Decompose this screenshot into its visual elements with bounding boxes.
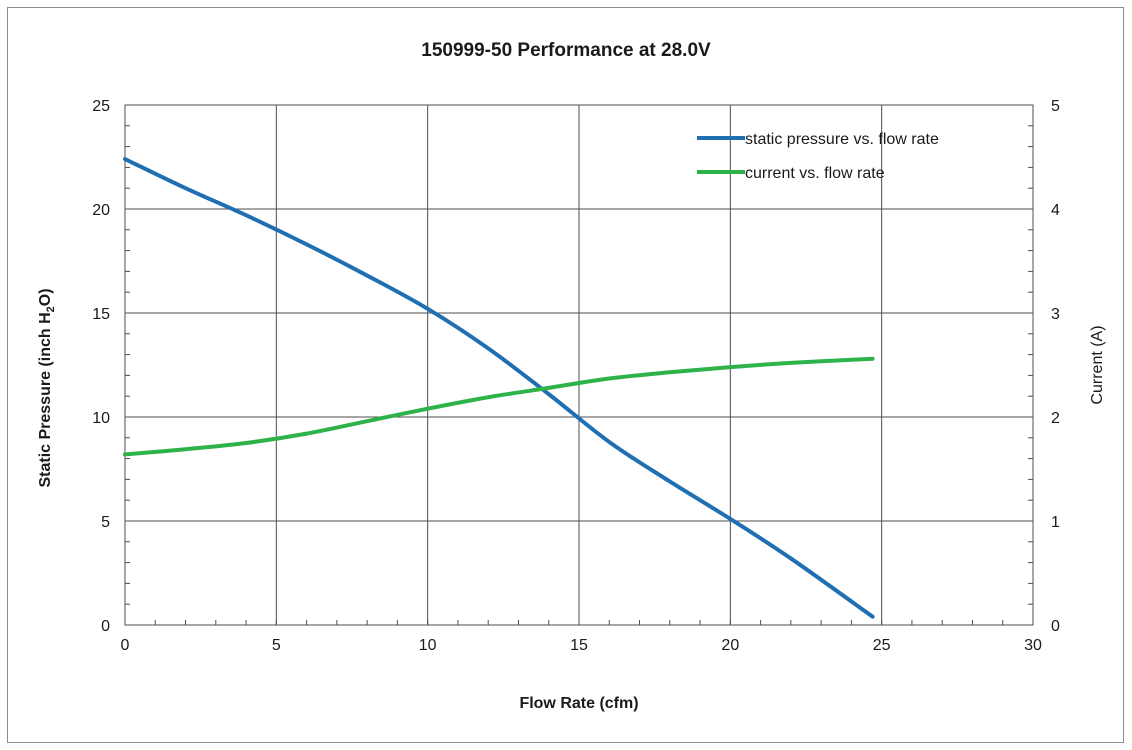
y2-axis-ticks: 0 1 2 3 4 5 <box>1051 98 1060 635</box>
x-tick-label: 20 <box>721 637 739 654</box>
chart-title: 150999-50 Performance at 28.0V <box>421 40 711 61</box>
y-axis-label-main: Static Pressure (inch H <box>37 312 54 487</box>
y2-tick-label: 5 <box>1051 98 1060 115</box>
y-axis-label-subscript: 2 <box>45 306 57 312</box>
y-tick-label: 0 <box>101 618 110 635</box>
legend-label: static pressure vs. flow rate <box>745 131 939 148</box>
y-axis-label-end: O) <box>37 288 54 306</box>
y2-tick-label: 2 <box>1051 410 1060 427</box>
grid-lines <box>125 105 1033 625</box>
legend: static pressure vs. flow rate current vs.… <box>697 131 939 182</box>
x-tick-label: 25 <box>873 637 891 654</box>
x-tick-label: 15 <box>570 637 588 654</box>
y2-tick-label: 3 <box>1051 306 1060 323</box>
x-tick-label: 5 <box>272 637 281 654</box>
chart-frame <box>7 7 1124 743</box>
series-layer <box>123 157 875 619</box>
x-axis-ticks: 0 5 10 15 20 25 30 <box>121 637 1042 654</box>
x-tick-label: 10 <box>419 637 437 654</box>
series-line-current <box>123 356 875 457</box>
y-tick-label: 15 <box>92 306 110 323</box>
x-tick-label: 30 <box>1024 637 1042 654</box>
y-axis-ticks: 0 5 10 15 20 25 <box>92 98 110 635</box>
y-axis-label: Static Pressure (inch H2O) <box>37 288 57 487</box>
x-axis-label: Flow Rate (cfm) <box>519 695 638 712</box>
y2-tick-label: 1 <box>1051 514 1060 531</box>
y2-axis-label: Current (A) <box>1089 325 1106 404</box>
y-tick-label: 5 <box>101 514 110 531</box>
y2-tick-label: 0 <box>1051 618 1060 635</box>
minor-ticks <box>124 104 1034 626</box>
y-tick-label: 25 <box>92 98 110 115</box>
legend-label: current vs. flow rate <box>745 165 885 182</box>
y-tick-label: 10 <box>92 410 110 427</box>
series-line-static-pressure <box>123 157 875 619</box>
x-tick-label: 0 <box>121 637 130 654</box>
y2-tick-label: 4 <box>1051 202 1060 219</box>
y-tick-label: 20 <box>92 202 110 219</box>
